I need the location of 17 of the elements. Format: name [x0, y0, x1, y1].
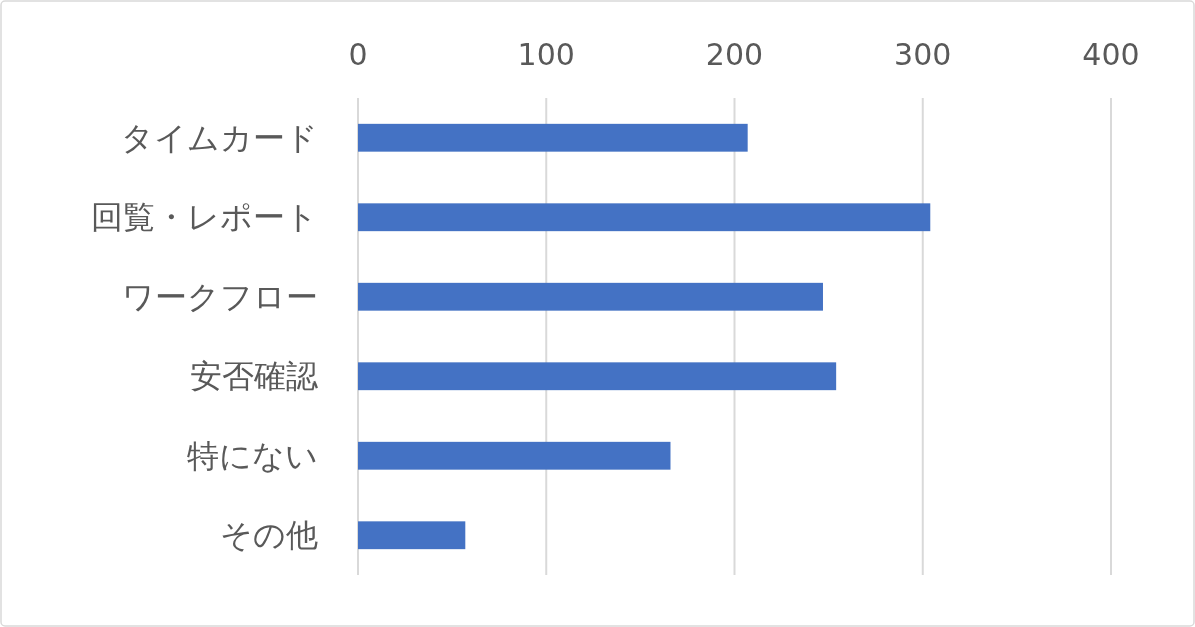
bar — [358, 362, 837, 391]
y-tick-label: その他 — [220, 516, 318, 555]
bar — [358, 123, 748, 152]
y-tick-label: ワークフロー — [122, 277, 318, 316]
y-tick-label: タイムカード — [121, 118, 318, 157]
bar — [358, 203, 931, 232]
y-tick-label: 安否確認 — [190, 357, 318, 396]
x-tick-label: 100 — [517, 37, 575, 72]
bar — [358, 521, 466, 550]
x-tick-label: 0 — [348, 37, 368, 72]
y-tick-label: 特にない — [187, 436, 318, 475]
y-tick-label: 回覧・レポート — [91, 198, 318, 237]
x-tick-label: 400 — [1082, 37, 1140, 72]
bar — [358, 282, 823, 311]
x-tick-label: 200 — [705, 37, 764, 72]
bar — [358, 441, 671, 470]
x-tick-label: 300 — [894, 37, 952, 72]
